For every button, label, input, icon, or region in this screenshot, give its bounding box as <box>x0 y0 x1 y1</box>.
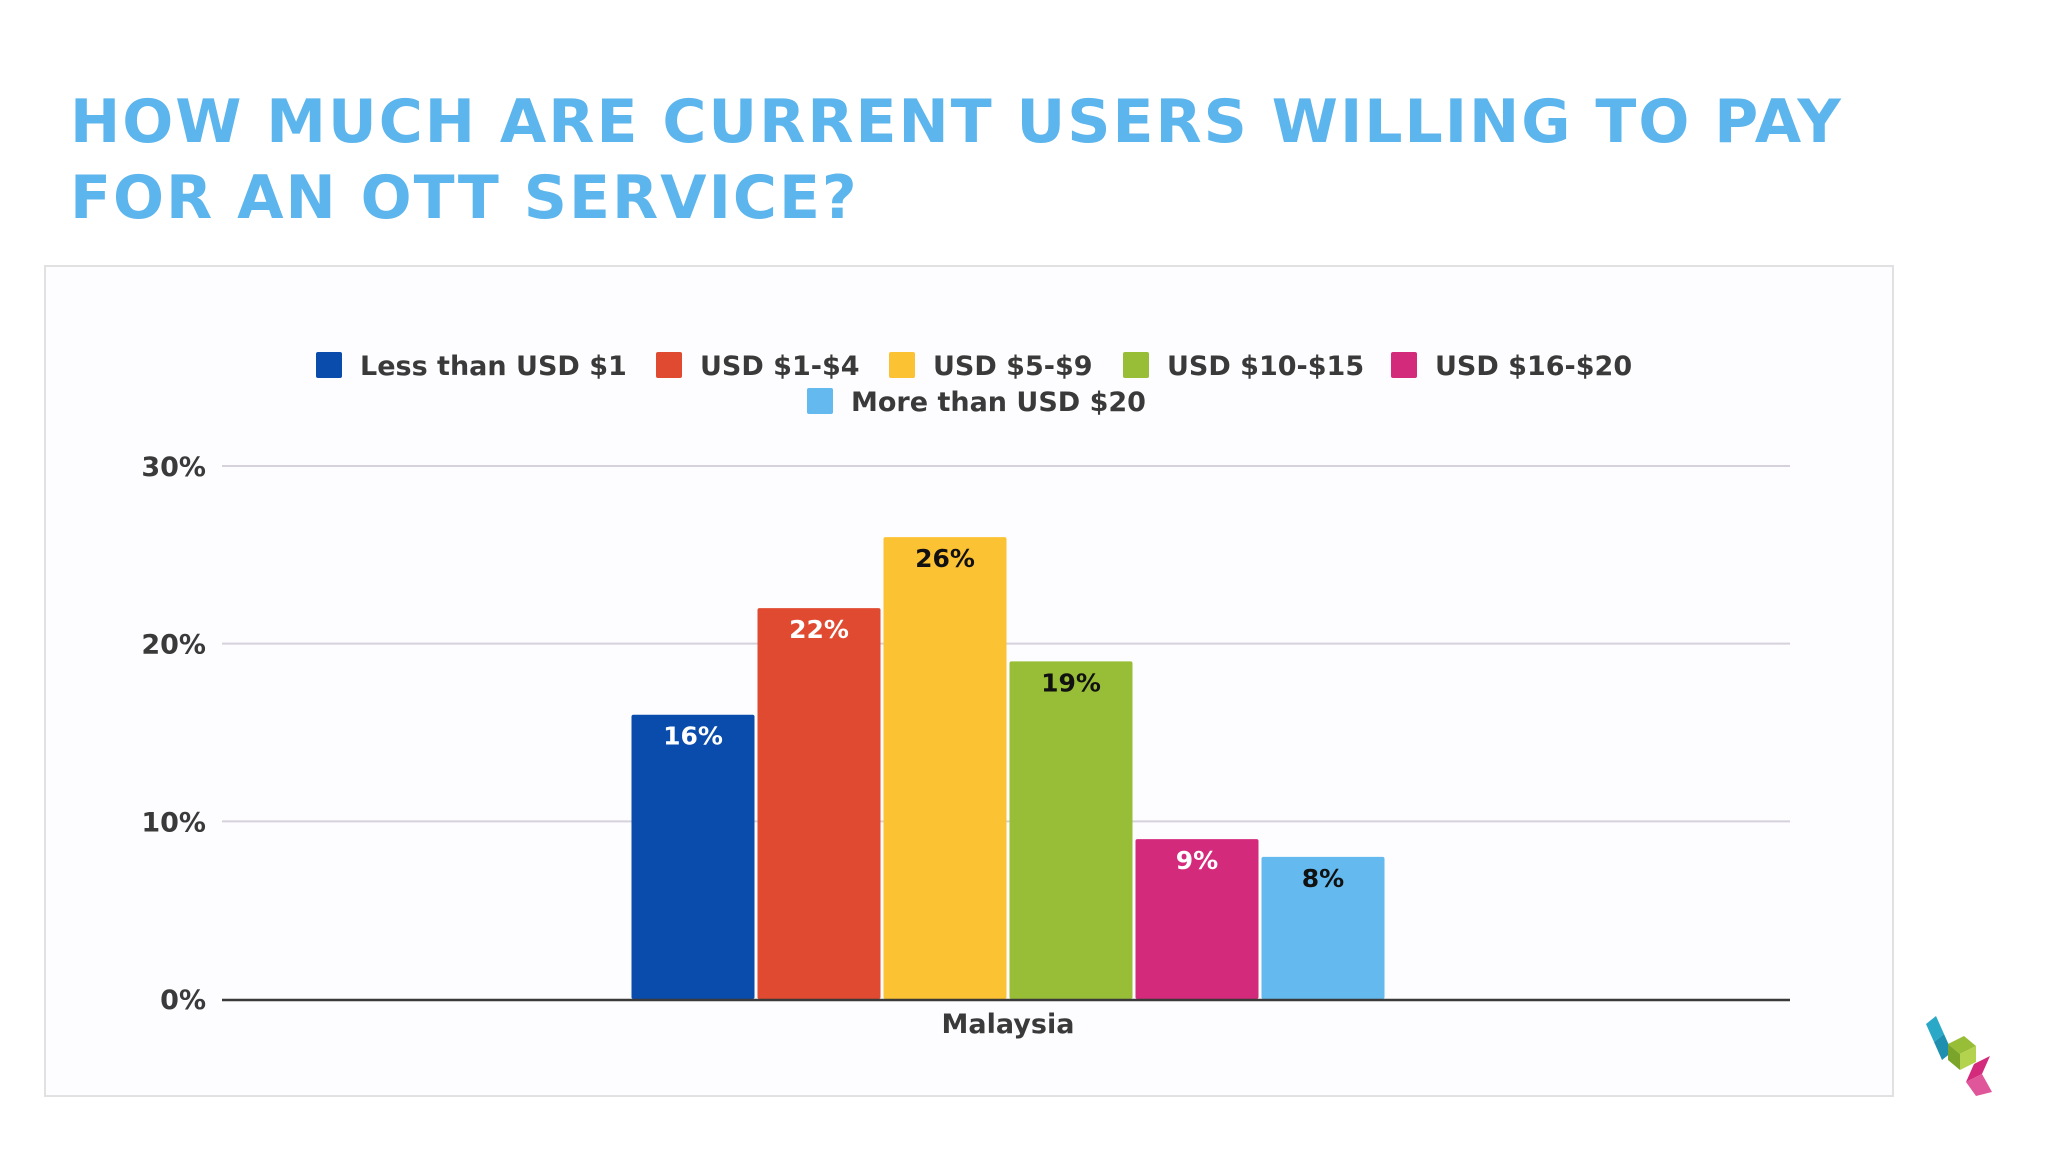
bar <box>1261 856 1385 999</box>
brand-logo-icon <box>1926 1016 1992 1096</box>
legend-swatch <box>807 388 833 414</box>
legend-label: More than USD $20 <box>851 387 1146 418</box>
bar <box>631 714 755 999</box>
x-axis: Malaysia <box>222 998 1790 1040</box>
bar-data-label: 9% <box>1176 846 1218 875</box>
legend-item: USD $1-$4 <box>656 351 860 382</box>
legend-swatch <box>1123 352 1149 378</box>
legend-item: USD $16-$20 <box>1391 351 1632 382</box>
legend-label: USD $10-$15 <box>1167 351 1364 382</box>
bar-data-label: 16% <box>663 722 723 751</box>
bar <box>883 537 1007 999</box>
bar-chart: Less than USD $1 USD $1-$4 USD $5-$9 USD $1… <box>141 351 1790 1040</box>
bar-data-label: 26% <box>915 544 975 573</box>
bar <box>1135 839 1259 999</box>
legend-label: Less than USD $1 <box>360 351 627 382</box>
y-tick-label: 30% <box>141 452 206 483</box>
legend-label: USD $16-$20 <box>1435 351 1632 382</box>
chart-legend: Less than USD $1 USD $1-$4 USD $5-$9 USD $1… <box>316 351 1632 418</box>
bar-data-label: 19% <box>1041 668 1101 697</box>
y-tick-label: 20% <box>141 630 206 661</box>
y-axis-tick-labels: 0% 10% 20% 30% <box>141 452 206 1016</box>
legend-item: USD $5-$9 <box>889 351 1093 382</box>
bar <box>757 608 881 999</box>
legend-label: USD $5-$9 <box>933 351 1093 382</box>
bar <box>1009 661 1133 999</box>
y-tick-label: 10% <box>141 807 206 838</box>
bar-data-label: 8% <box>1302 864 1344 893</box>
legend-item: Less than USD $1 <box>316 351 627 382</box>
legend-item: More than USD $20 <box>807 387 1146 418</box>
chart-data-labels: 16% 22% 26% 19% 9% 8% <box>663 544 1344 893</box>
y-tick-label: 0% <box>160 985 206 1016</box>
chart-frame: Less than USD $1 USD $1-$4 USD $5-$9 USD $1… <box>44 265 1894 1097</box>
legend-swatch <box>889 352 915 378</box>
legend-label: USD $1-$4 <box>700 351 860 382</box>
legend-swatch <box>1391 352 1417 378</box>
legend-swatch <box>316 352 342 378</box>
legend-swatch <box>656 352 682 378</box>
slide-title: HOW MUCH ARE CURRENT USERS WILLING TO PA… <box>70 87 1843 233</box>
x-category-label: Malaysia <box>942 1009 1075 1040</box>
chart-bars <box>631 537 1385 999</box>
bar-data-label: 22% <box>789 615 849 644</box>
legend-item: USD $10-$15 <box>1123 351 1364 382</box>
